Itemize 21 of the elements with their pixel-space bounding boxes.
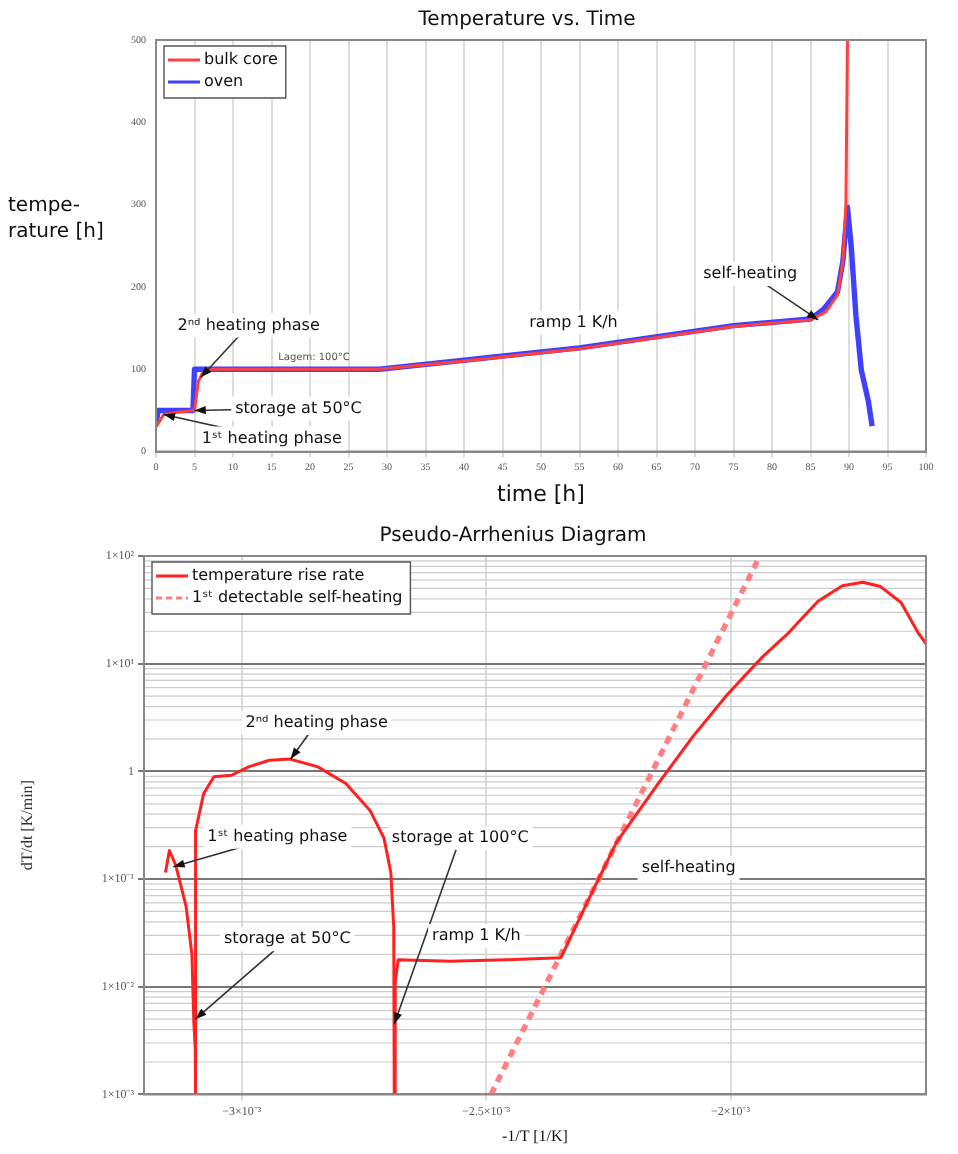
chart-title: Temperature vs. Time [416,9,636,32]
y-axis-title: tempe- rature [h] [8,194,104,243]
legend-label: temperature rise rate [192,566,365,585]
annotation: 2ⁿᵈ heating phase [177,315,320,334]
legend-label: 1ˢᵗ detectable self-heating [192,588,403,607]
x-axis-title: -1/T [1/K] [502,1126,569,1145]
annotation: ramp 1 K/h [529,312,618,331]
legend-label: oven [204,72,244,91]
annotation: storage at 50°C [224,929,352,948]
annotation: 1ˢᵗ heating phase [201,428,342,447]
annotation: storage at 50°C [235,398,363,417]
annotation: ramp 1 K/h [432,926,521,945]
y-axis-title: dT/dt [K/min] [18,779,37,871]
annotation: self-heating [641,858,736,877]
annotation: 2ⁿᵈ heating phase [245,713,388,732]
annotation: 1ˢᵗ heating phase [207,826,348,845]
chart-title: Pseudo-Arrhenius Diagram [379,525,647,548]
x-axis-title: time [h] [497,480,585,507]
legend-label: bulk core [204,50,278,69]
annotation: storage at 100°C [391,828,530,847]
annotation: self-heating [703,264,798,283]
